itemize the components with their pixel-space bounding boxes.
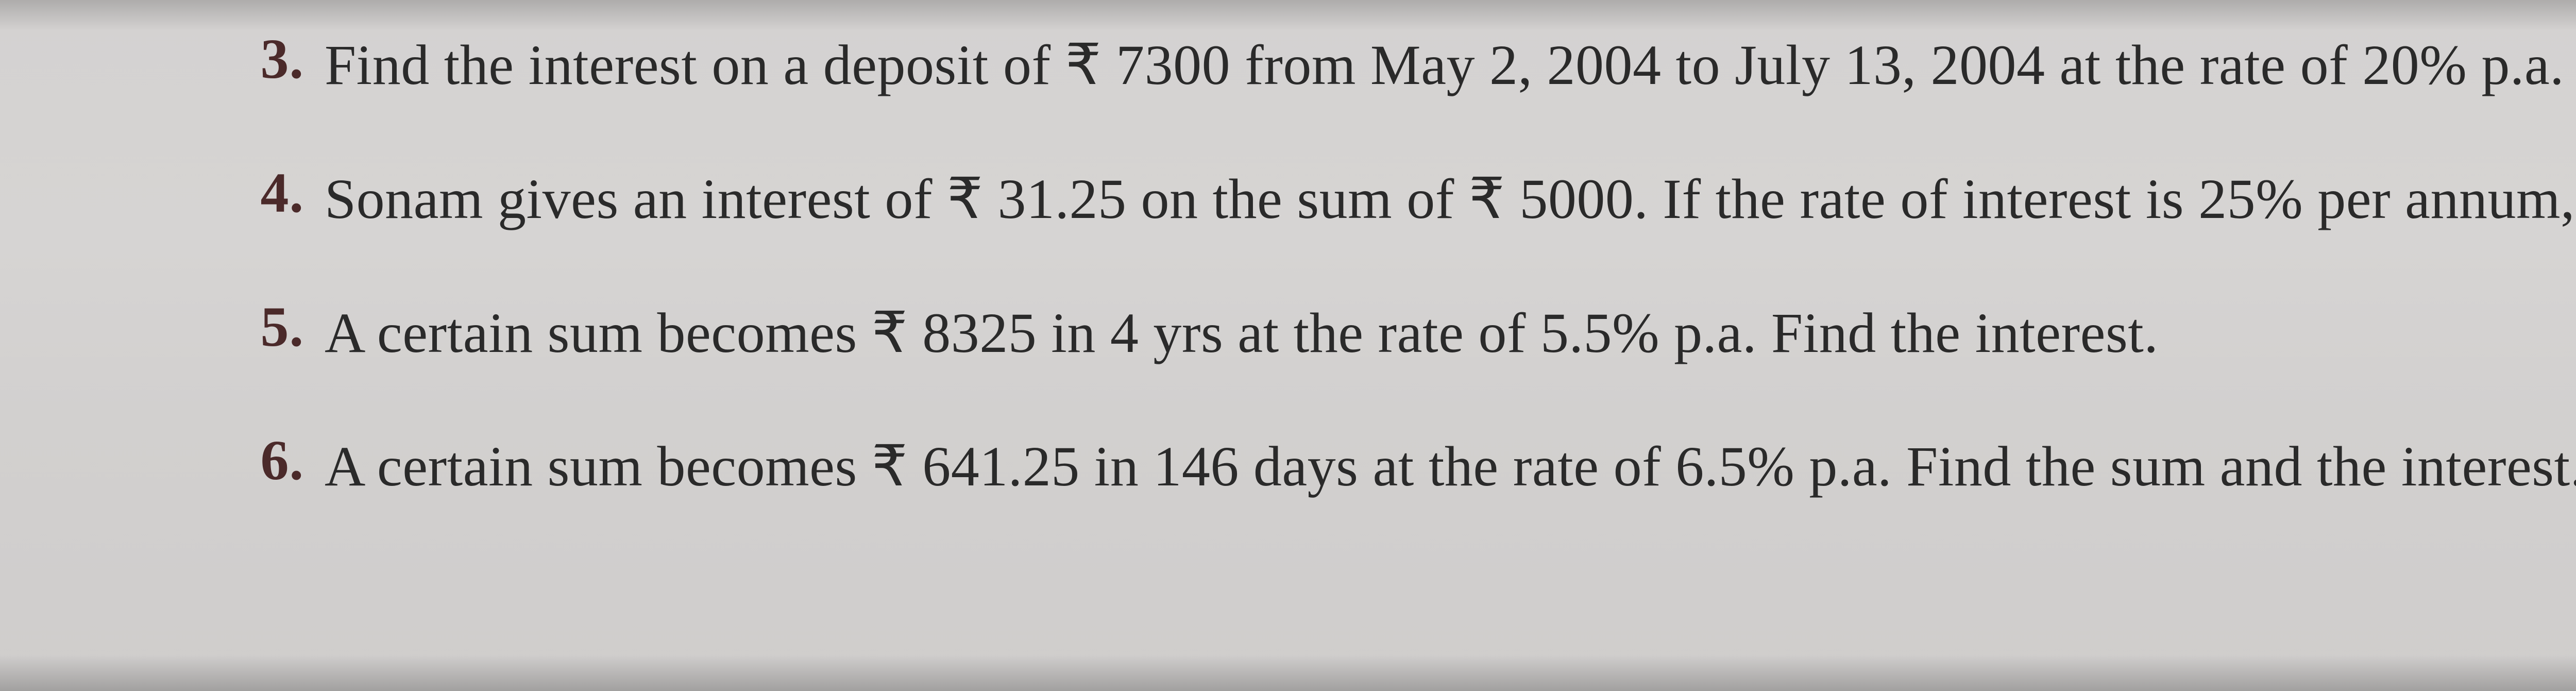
- question-list: 3. Find the interest on a deposit of ₹ 7…: [216, 21, 2576, 512]
- question-number: 6.: [216, 422, 325, 499]
- question-text: A certain sum becomes ₹ 641.25 in 146 da…: [325, 422, 2576, 512]
- question-item: 6. A certain sum becomes ₹ 641.25 in 146…: [216, 422, 2576, 512]
- question-item: 4. Sonam gives an interest of ₹ 31.25 on…: [216, 155, 2576, 244]
- question-number: 5.: [216, 289, 325, 365]
- question-number: 3.: [216, 21, 325, 97]
- question-item: 3. Find the interest on a deposit of ₹ 7…: [216, 21, 2576, 110]
- question-text: A certain sum becomes ₹ 8325 in 4 yrs at…: [325, 289, 2576, 378]
- question-item: 5. A certain sum becomes ₹ 8325 in 4 yrs…: [216, 289, 2576, 378]
- page-shadow-bottom: [0, 655, 2576, 691]
- question-text: Find the interest on a deposit of ₹ 7300…: [325, 21, 2576, 110]
- question-number: 4.: [216, 155, 325, 231]
- textbook-page: 3. Find the interest on a deposit of ₹ 7…: [0, 0, 2576, 691]
- question-text: Sonam gives an interest of ₹ 31.25 on th…: [325, 155, 2576, 244]
